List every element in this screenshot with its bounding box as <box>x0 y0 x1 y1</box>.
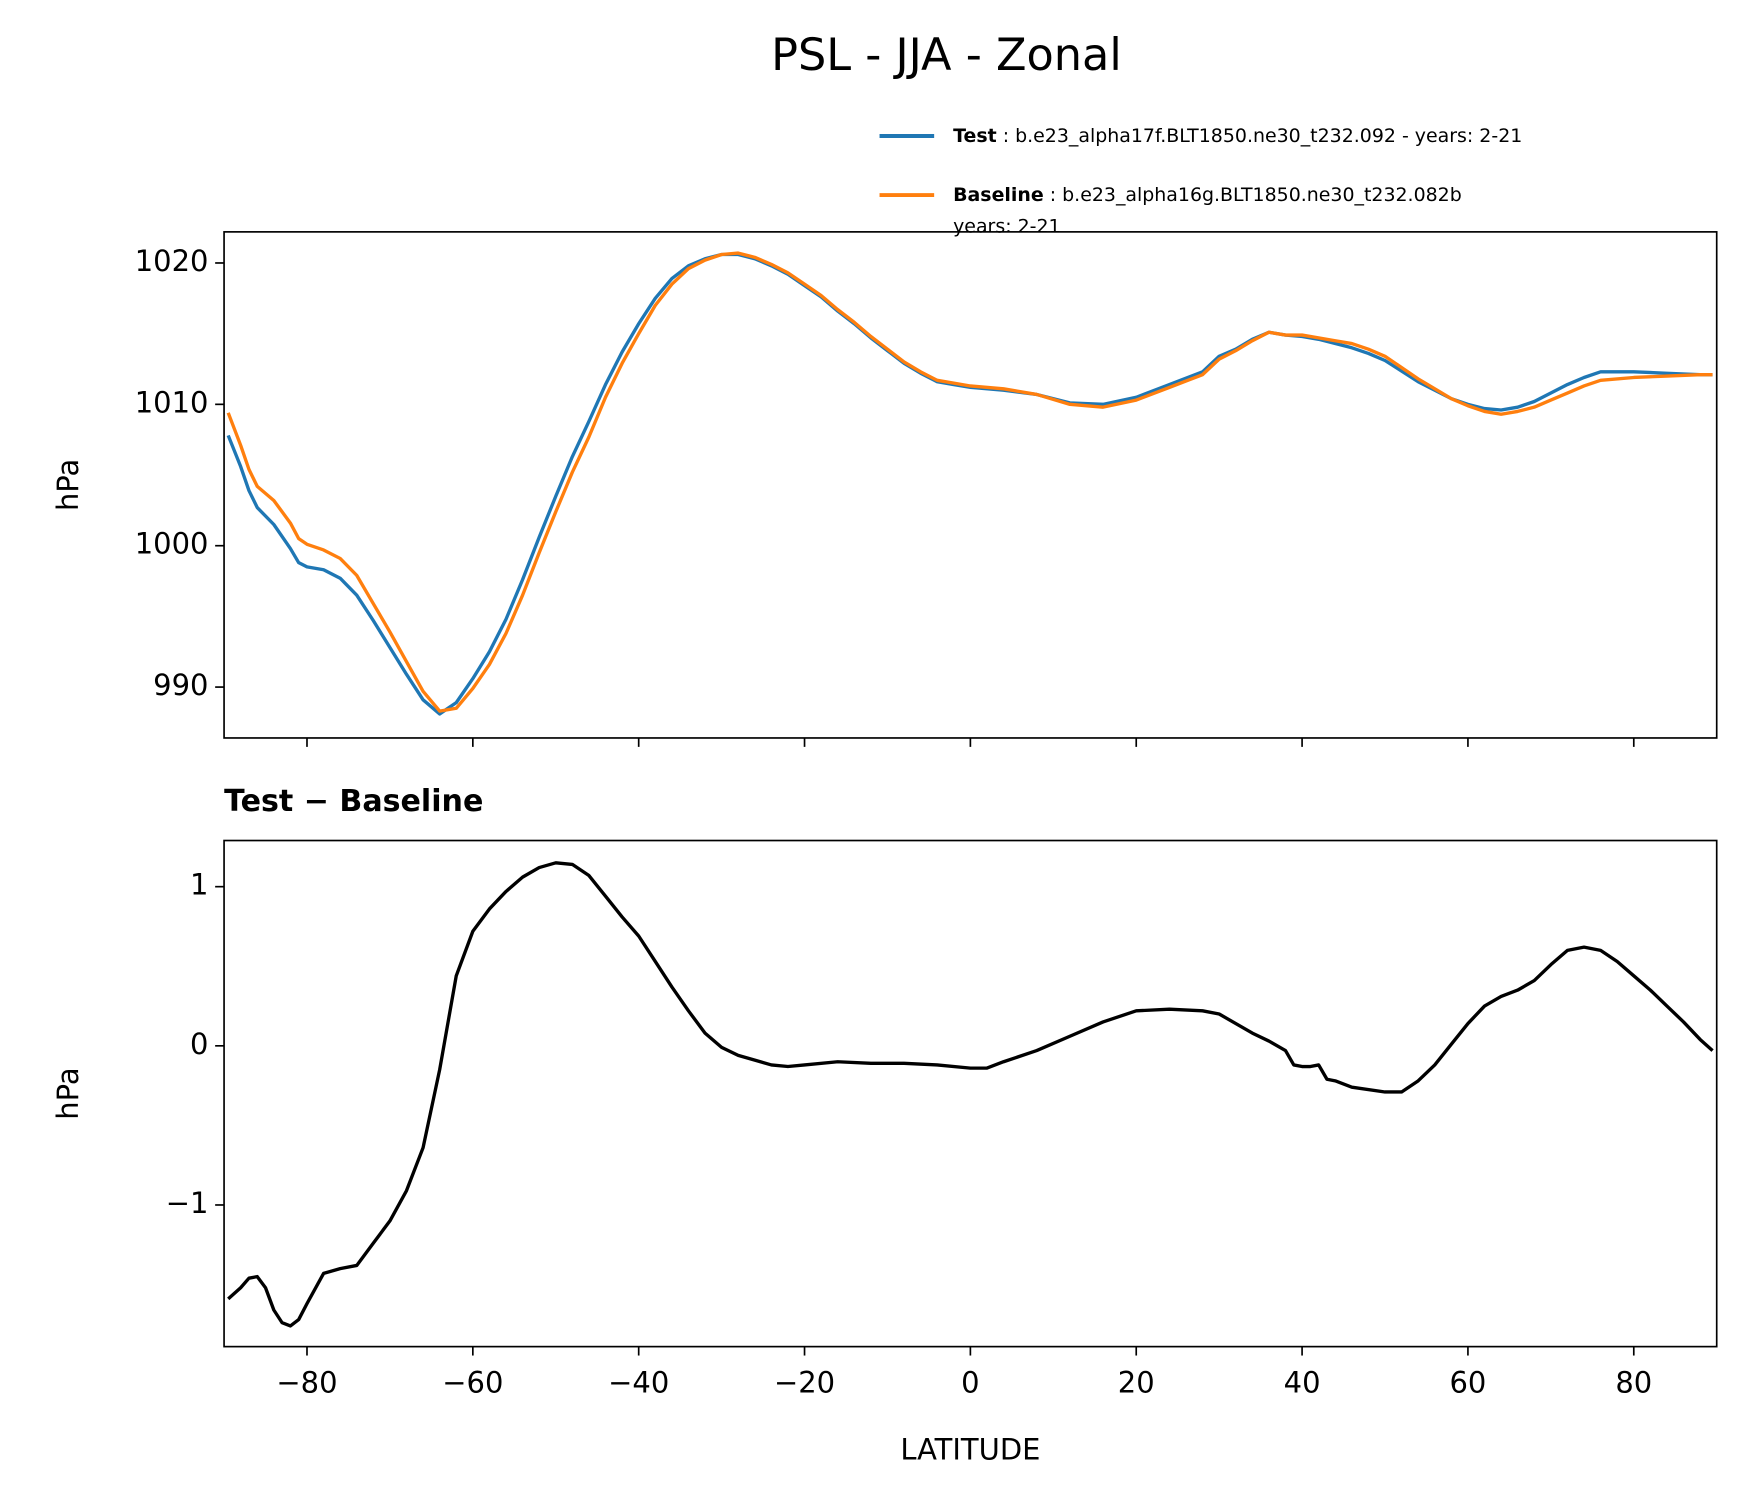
y-tick-label: 990 <box>153 668 208 702</box>
y-tick-label: −1 <box>166 1186 209 1220</box>
x-tick-label: 20 <box>1118 1366 1155 1400</box>
y-tick-label: 1010 <box>135 385 209 419</box>
x-tick-label: 80 <box>1615 1366 1652 1400</box>
data-line <box>226 251 1713 713</box>
legend-rest: : b.e23_alpha17f.BLT1850.ne30_t232.092 -… <box>997 125 1523 147</box>
x-tick-label: 60 <box>1449 1366 1486 1400</box>
y-tick-label: 0 <box>190 1027 208 1061</box>
legend-bold: Baseline <box>953 184 1044 206</box>
y-axis-label: hPa <box>51 459 85 511</box>
data-line <box>227 861 1714 1328</box>
y-tick-label: 1000 <box>135 527 209 561</box>
y-axis-label: hPa <box>51 1067 85 1119</box>
legend-line: years: 2-21 <box>953 215 1061 237</box>
legend-rest: : b.e23_alpha16g.BLT1850.ne30_t232.082b <box>1044 184 1462 206</box>
legend-label: Baseline : b.e23_alpha16g.BLT1850.ne30_t… <box>953 184 1462 237</box>
figure-title: PSL - JJA - Zonal <box>771 29 1122 81</box>
x-tick-label: 40 <box>1284 1366 1321 1400</box>
x-tick-label: −40 <box>608 1366 669 1400</box>
x-axis-label: LATITUDE <box>900 1432 1040 1466</box>
x-tick-label: −20 <box>774 1366 835 1400</box>
plot-frame <box>223 231 1718 739</box>
legend-bold: Test <box>953 125 997 147</box>
x-tick-label: −80 <box>276 1366 337 1400</box>
plot-frame <box>223 839 1718 1348</box>
panel-title: Test − Baseline <box>224 784 483 819</box>
y-tick-label: 1020 <box>135 244 209 278</box>
y-tick-label: 1 <box>190 868 208 902</box>
x-tick-label: 0 <box>961 1366 979 1400</box>
legend-label: Test : b.e23_alpha17f.BLT1850.ne30_t232.… <box>953 125 1522 147</box>
x-tick-label: −60 <box>442 1366 503 1400</box>
